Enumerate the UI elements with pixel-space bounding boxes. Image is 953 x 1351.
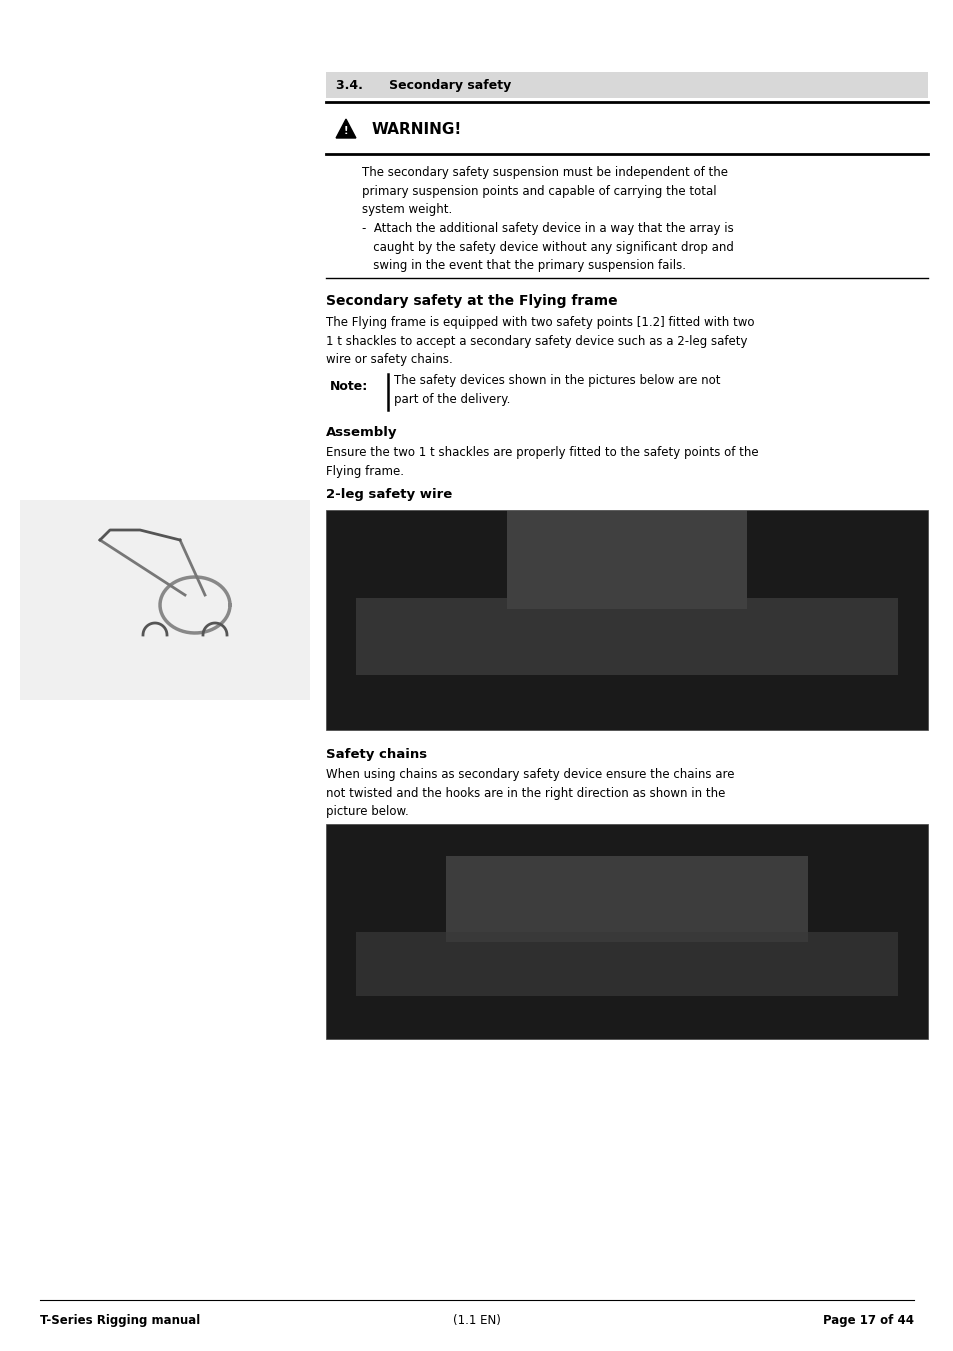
Bar (326, 72, 927, 99)
Bar (326, 824, 927, 1039)
Text: !: ! (343, 126, 348, 136)
Text: When using chains as secondary safety device ensure the chains are
not twisted a: When using chains as secondary safety de… (326, 767, 734, 817)
Text: The Flying frame is equipped with two safety points [1.2] fitted with two
1 t sh: The Flying frame is equipped with two sa… (326, 316, 754, 366)
Text: (1.1 EN): (1.1 EN) (453, 1315, 500, 1327)
Text: 2-leg safety wire: 2-leg safety wire (326, 488, 452, 501)
Bar (506, 509, 746, 609)
Text: Ensure the two 1 t shackles are properly fitted to the safety points of the
Flyi: Ensure the two 1 t shackles are properly… (326, 446, 758, 477)
Bar (355, 598, 897, 676)
Text: -  Attach the additional safety device in a way that the array is
   caught by t: - Attach the additional safety device in… (361, 222, 733, 272)
Text: Safety chains: Safety chains (326, 748, 427, 761)
Text: Assembly: Assembly (326, 426, 397, 439)
Text: Secondary safety at the Flying frame: Secondary safety at the Flying frame (326, 295, 617, 308)
Bar (20, 500, 310, 700)
Polygon shape (335, 119, 355, 138)
Text: Note:: Note: (330, 380, 368, 393)
Bar (355, 931, 897, 996)
Text: T-Series Rigging manual: T-Series Rigging manual (40, 1315, 200, 1327)
Text: Page 17 of 44: Page 17 of 44 (822, 1315, 913, 1327)
Text: The secondary safety suspension must be independent of the
primary suspension po: The secondary safety suspension must be … (361, 166, 727, 216)
Bar (446, 857, 807, 942)
Text: The safety devices shown in the pictures below are not
part of the delivery.: The safety devices shown in the pictures… (394, 374, 720, 405)
Bar (326, 509, 927, 730)
Text: 3.4.      Secondary safety: 3.4. Secondary safety (335, 78, 511, 92)
Text: WARNING!: WARNING! (372, 122, 462, 136)
